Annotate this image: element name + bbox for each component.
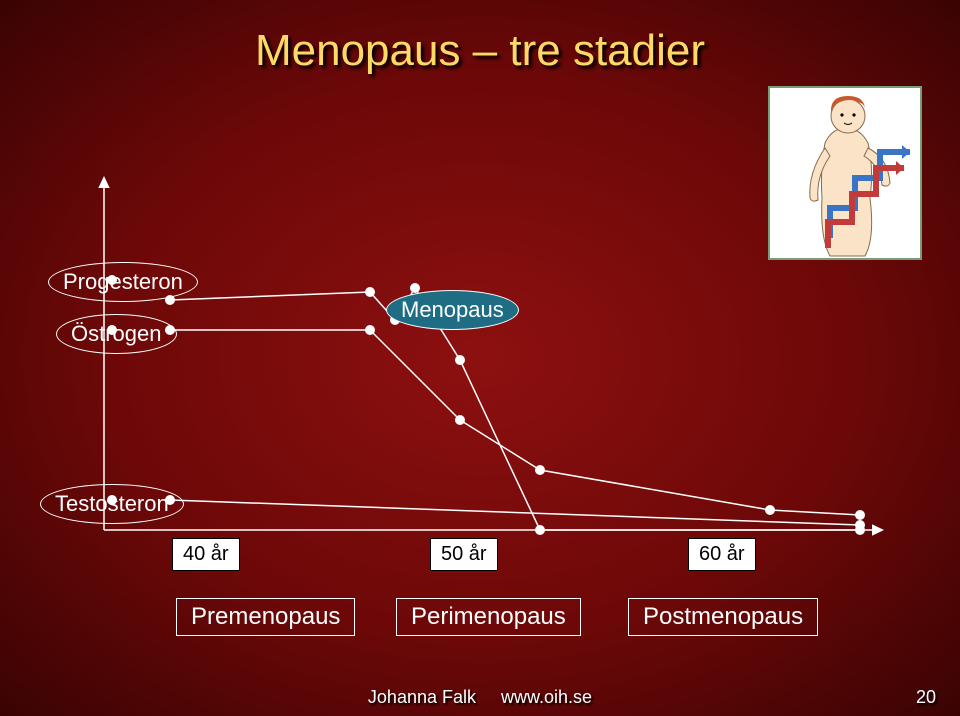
xlabel-60: 60 år bbox=[688, 538, 756, 571]
footer-author: Johanna Falk bbox=[368, 687, 476, 707]
footer-url: www.oih.se bbox=[501, 687, 592, 707]
footer: Johanna Falk www.oih.se 20 bbox=[0, 687, 960, 708]
label-testosteron: Testosteron bbox=[40, 484, 184, 524]
xlabel-50: 50 år bbox=[430, 538, 498, 571]
stage-postmenopaus: Postmenopaus bbox=[628, 598, 818, 636]
label-menopaus: Menopaus bbox=[386, 290, 519, 330]
label-progesteron: Progesteron bbox=[48, 262, 198, 302]
label-ostrogen: Östrogen bbox=[56, 314, 177, 354]
xlabel-40: 40 år bbox=[172, 538, 240, 571]
footer-page: 20 bbox=[916, 687, 936, 708]
stage-premenopaus: Premenopaus bbox=[176, 598, 355, 636]
slide: Menopaus – tre stadier Progesteron Östro… bbox=[0, 0, 960, 716]
stage-perimenopaus: Perimenopaus bbox=[396, 598, 581, 636]
